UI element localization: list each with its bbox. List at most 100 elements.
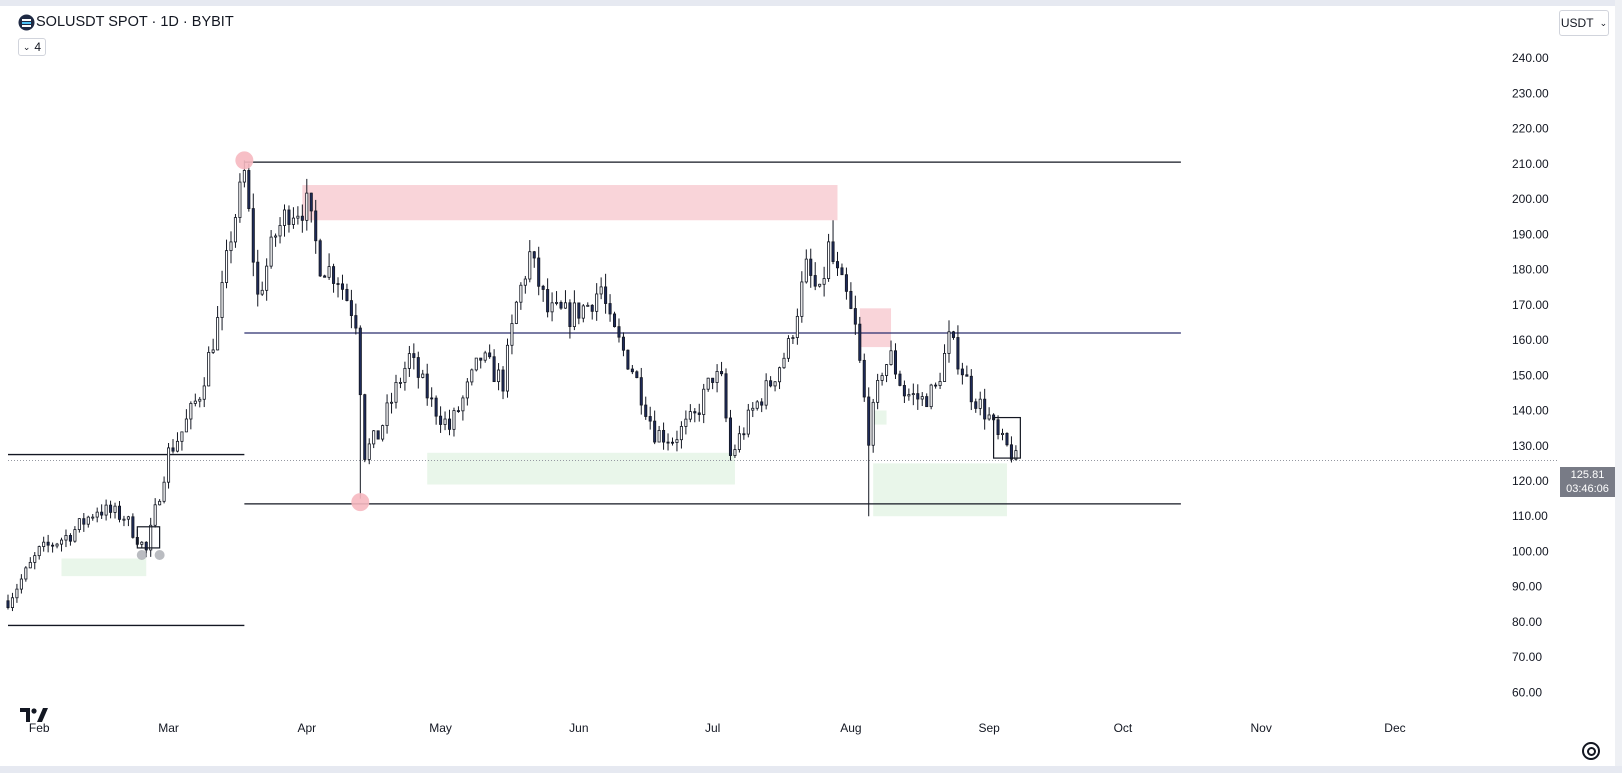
candle — [885, 364, 889, 383]
candle-body-bull — [242, 170, 246, 183]
candle-body-bear — [724, 373, 728, 419]
candle — [492, 349, 496, 383]
candle — [300, 204, 304, 233]
candle-body-bear — [916, 393, 920, 400]
candle-body-bull — [91, 516, 95, 519]
candle-body-bull — [421, 373, 425, 378]
candle-body-bull — [225, 250, 229, 283]
candle — [925, 393, 929, 408]
candle — [889, 340, 893, 366]
candle — [354, 303, 358, 335]
candle — [153, 498, 157, 528]
candle-body-bear — [639, 377, 643, 406]
candle — [675, 430, 679, 452]
candle — [764, 373, 768, 410]
candle — [367, 438, 371, 465]
candle — [934, 382, 938, 389]
candle-body-bear — [532, 251, 536, 259]
candle-body-bull — [198, 398, 202, 402]
candle-body-bull — [786, 338, 790, 359]
candle-body-bear — [439, 415, 443, 425]
symbol-title[interactable]: SOLUSDT SPOT · 1D · BYBIT — [36, 14, 234, 30]
candle-body-bull — [563, 302, 567, 309]
candle — [983, 388, 987, 430]
candle — [871, 398, 875, 453]
candle — [653, 410, 657, 445]
bar-countdown: 03:46:06 — [1566, 483, 1609, 495]
price-tick-label: 230.00 — [1512, 86, 1549, 100]
candle-body-bull — [461, 397, 465, 412]
candle-body-bear — [82, 518, 86, 525]
currency-select[interactable]: USDT ⌄ — [1559, 10, 1609, 36]
candle-body-bear — [376, 430, 380, 440]
candle — [590, 304, 594, 320]
candle-body-bear — [1009, 444, 1013, 460]
candle-body-bear — [430, 397, 434, 400]
candle — [19, 574, 23, 594]
candle — [746, 403, 750, 438]
candle-body-bear — [416, 357, 420, 378]
candle — [987, 407, 991, 421]
supply-zone — [859, 308, 892, 348]
price-tick-label: 170.00 — [1512, 298, 1549, 312]
candle — [635, 370, 639, 379]
indicators-toggle-button[interactable]: ⌄ 4 — [18, 38, 46, 56]
candle — [786, 335, 790, 362]
candle — [211, 338, 215, 354]
candle — [6, 594, 10, 610]
candle — [318, 238, 322, 278]
candle-body-bear — [1005, 432, 1009, 446]
candle — [430, 387, 434, 407]
candle — [546, 278, 550, 318]
candle-body-bull — [885, 364, 889, 376]
candle-body-bull — [1014, 450, 1018, 460]
candle — [769, 376, 773, 388]
candle-body-bull — [715, 371, 719, 383]
candle-body-bull — [804, 258, 808, 283]
candle — [1000, 428, 1005, 441]
candle — [733, 444, 737, 458]
chart-settings-gear-icon[interactable] — [1582, 742, 1600, 760]
candle-body-bear — [728, 417, 732, 456]
candle-body-bear — [117, 505, 122, 520]
candle-body-bear — [318, 240, 322, 277]
candle-body-bear — [488, 352, 492, 358]
candle — [340, 274, 344, 300]
candle — [813, 262, 817, 291]
candle — [470, 368, 474, 386]
candle-body-bear — [934, 384, 938, 387]
candle-body-bull — [385, 402, 389, 426]
price-axis: 60.00 70.00 80.00 90.00 100.00 110.00 120.00 13… — [1512, 51, 1549, 699]
candle — [818, 283, 822, 288]
candle-body-bear — [131, 516, 135, 538]
candle — [809, 248, 813, 288]
candle — [305, 178, 309, 231]
candle-body-bear — [769, 380, 773, 387]
candle-body-bear — [858, 323, 862, 361]
candle — [657, 425, 661, 443]
candle — [514, 300, 518, 325]
tradingview-logo-icon[interactable] — [20, 707, 50, 728]
candle-body-bull — [305, 192, 309, 221]
candle-body-bull — [95, 511, 99, 518]
candle — [523, 275, 527, 294]
candle-body-bull — [33, 555, 37, 563]
candle-body-bull — [519, 284, 523, 303]
candle — [158, 499, 162, 506]
candle-body-bull — [452, 410, 456, 430]
candle-body-bear — [349, 300, 353, 316]
candle-body-bull — [327, 266, 331, 278]
candle — [742, 427, 746, 440]
candle — [421, 369, 425, 379]
candle-body-bull — [10, 597, 14, 608]
candle-body-bull — [278, 225, 282, 237]
candle-body-bear — [171, 447, 175, 452]
candle-body-bull — [737, 433, 741, 450]
candle-body-bull — [86, 516, 90, 525]
candle — [488, 344, 492, 359]
candle — [68, 533, 72, 546]
candle-body-bull — [390, 401, 394, 404]
candle-body-bull — [800, 281, 804, 317]
candle-body-bear — [898, 373, 902, 386]
